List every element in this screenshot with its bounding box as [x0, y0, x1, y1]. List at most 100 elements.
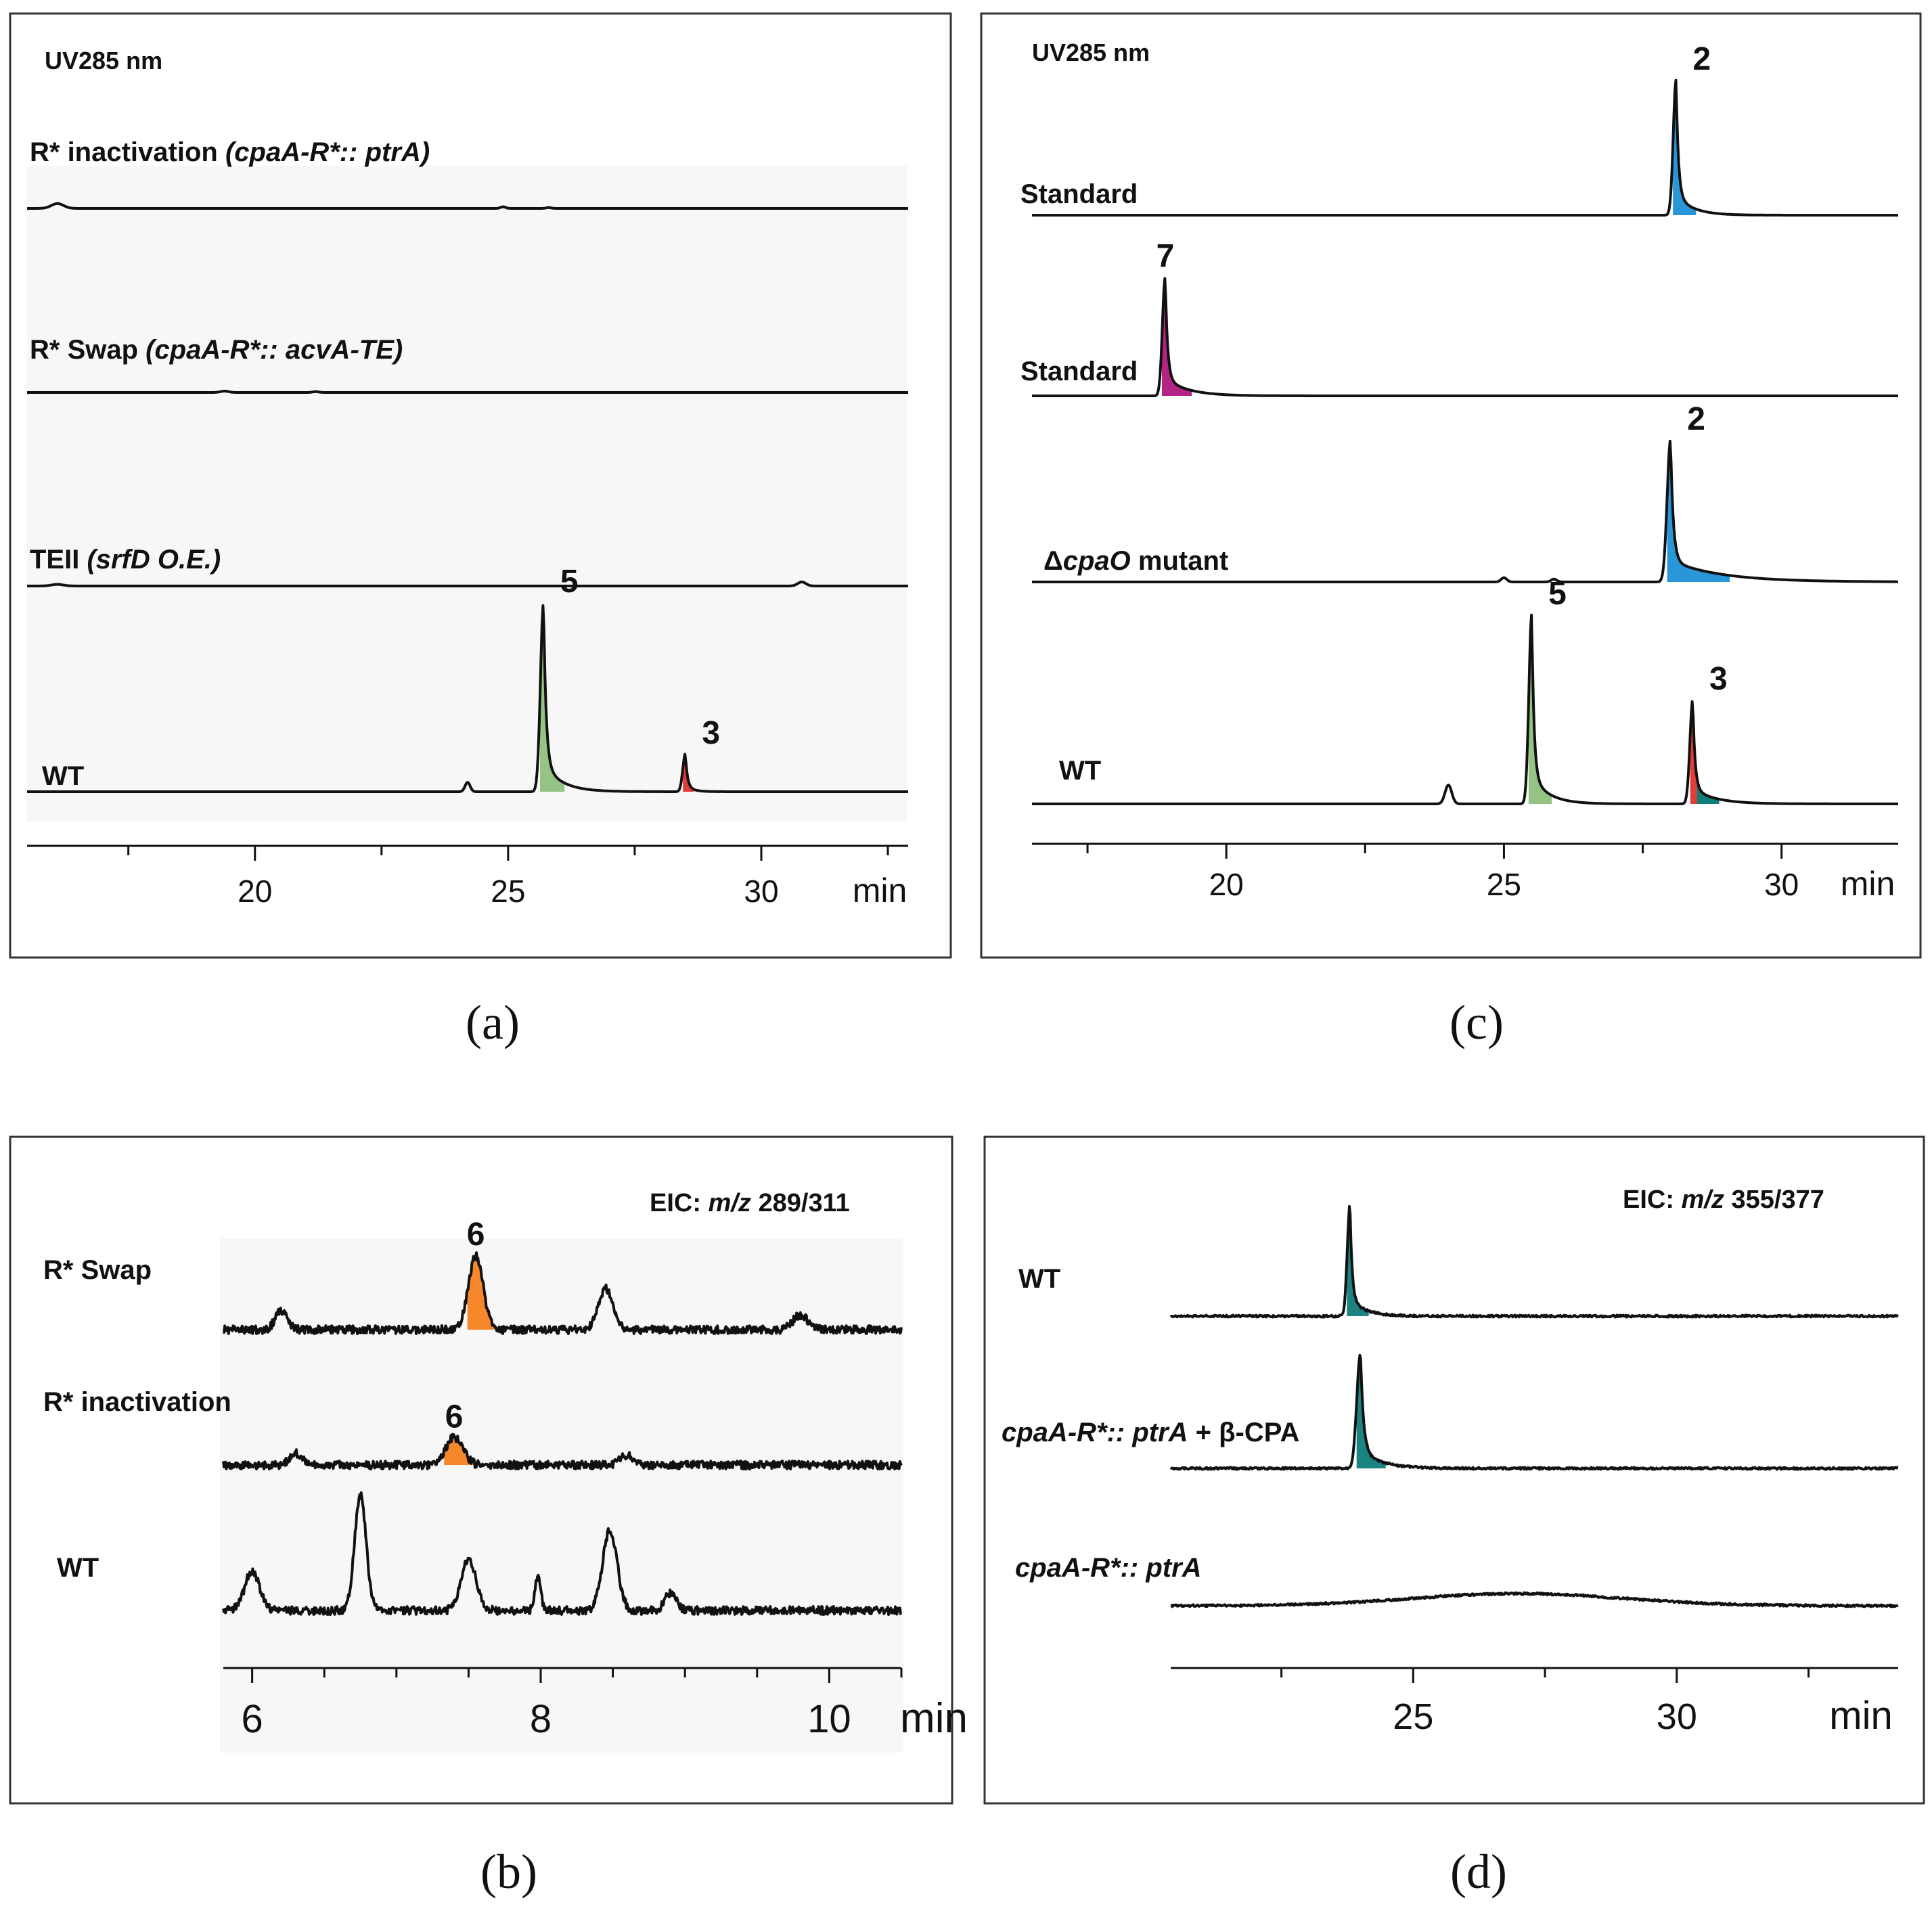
- trace-label-text: WT: [1018, 1264, 1060, 1294]
- trace-label: Standard: [1020, 357, 1138, 386]
- trace-label: Standard: [1020, 179, 1138, 209]
- panel-d-caption: (d): [1450, 1845, 1507, 1899]
- x-tick-label: 25: [491, 874, 525, 909]
- panel-b-caption: (b): [480, 1845, 537, 1899]
- panel-b-title-prefix: EIC:: [650, 1189, 709, 1217]
- trace-label-text: Standard: [1020, 357, 1138, 386]
- x-unit-label: min: [1841, 865, 1895, 903]
- trace-label-italic: (cpaA-R*:: acvA-TE): [138, 335, 403, 365]
- x-tick-label: 8: [530, 1697, 552, 1741]
- trace-label-italic: cpaA-R*:: ptrA: [1015, 1553, 1202, 1583]
- trace-label: R* inactivation (cpaA-R*:: ptrA): [30, 137, 430, 167]
- x-tick-label: 30: [1764, 867, 1799, 902]
- trace-label: R* Swap: [43, 1255, 152, 1285]
- panel-c-title: UV285 nm: [1032, 39, 1150, 66]
- trace-label: TEII (srfD O.E.): [30, 545, 221, 574]
- trace-label: WT: [42, 761, 84, 791]
- peak-number-label: 3: [1709, 661, 1728, 697]
- x-tick-label: 30: [744, 874, 778, 909]
- peak-fill-2: [1673, 80, 1697, 215]
- trace-line: [1031, 439, 1899, 583]
- peak-fill-area: [1347, 1206, 1369, 1316]
- peak-fill-2: [1667, 441, 1730, 582]
- peak-number-label: 2: [1687, 401, 1705, 437]
- x-unit-label: min: [853, 872, 907, 909]
- x-tick-label: 25: [1393, 1696, 1433, 1737]
- trace-label-text: R* inactivation: [43, 1387, 231, 1417]
- panel-c: UV285 nm 20 25 30 min 2 Standard 7 Standard 2 Δcp…: [980, 12, 1922, 1050]
- peak-number-label: 6: [445, 1399, 464, 1435]
- panel-c-plot: 20 25 30 min 2 Standard 7 Standard 2 ΔcpaO mutant…: [1020, 41, 1899, 903]
- panel-d-title-prefix: EIC:: [1623, 1186, 1682, 1214]
- x-tick-label: 10: [807, 1697, 851, 1741]
- peak-number-label: 5: [560, 564, 579, 600]
- trace-label-text: mutant: [1131, 546, 1228, 576]
- peak-fill-shoulder: [1697, 778, 1720, 804]
- trace-label: WT: [1018, 1264, 1060, 1294]
- panel-c-frame: [980, 12, 1922, 959]
- panel-a: UV285 nm 20 25 30 min R* inactivation (cpaA-…: [9, 12, 952, 1050]
- panel-a-caption: (a): [466, 995, 520, 1050]
- x-unit-label: min: [900, 1695, 968, 1742]
- panel-d-title-suffix: 355/377: [1724, 1186, 1824, 1214]
- trace-label-text: Standard: [1020, 179, 1138, 209]
- panel-b-title-suffix: 289/311: [751, 1189, 850, 1217]
- trace-label-prefix: Δ: [1043, 546, 1063, 576]
- trace-label-text: R* inactivation: [30, 137, 218, 167]
- trace-label: cpaA-R*:: ptrA: [1015, 1553, 1202, 1583]
- trace-label-text: TEII: [30, 545, 79, 574]
- peak-fill-5: [1528, 614, 1552, 804]
- x-tick-label: 20: [1209, 867, 1244, 902]
- trace-line: [1170, 1591, 1899, 1608]
- trace-label-italic: (srfD O.E.): [79, 545, 221, 574]
- panel-d-frame: [983, 1135, 1925, 1805]
- trace-label: cpaA-R*:: ptrA + β-CPA: [1002, 1418, 1299, 1447]
- peak-fill-5: [540, 605, 565, 792]
- x-tick-label: 25: [1487, 867, 1521, 902]
- trace-label: ΔcpaO mutant: [1043, 546, 1228, 576]
- trace-label-text: + β-CPA: [1188, 1418, 1300, 1447]
- trace-line: [26, 202, 909, 210]
- trace-label-text: WT: [57, 1553, 99, 1583]
- trace-line: [26, 390, 909, 394]
- trace-line: [222, 1491, 902, 1616]
- panel-d-title: EIC: m/z 355/377: [1623, 1186, 1824, 1214]
- panel-b-plot: 6 8 10 min 6 R* Swap 6 R* inactivation WT: [43, 1217, 968, 1742]
- trace-label-italic: (cpaA-R*:: ptrA): [218, 137, 430, 167]
- trace-label-italic: cpaA-R*:: ptrA: [1002, 1418, 1188, 1447]
- peak-number-label: 6: [467, 1217, 485, 1253]
- trace-label-text: R* Swap: [30, 335, 138, 365]
- x-tick-label: 6: [242, 1697, 263, 1741]
- trace-line: [26, 581, 909, 587]
- x-unit-label: min: [1829, 1694, 1892, 1738]
- peak-fill-3: [1690, 701, 1720, 804]
- panel-a-plot: 20 25 30 min R* inactivation (cpaA-R*:: ptrA…: [26, 137, 909, 909]
- panel-d-title-italic: m/z: [1682, 1186, 1724, 1214]
- trace-label: R* Swap (cpaA-R*:: acvA-TE): [30, 335, 403, 365]
- trace-label: WT: [57, 1553, 99, 1583]
- panel-b-title-italic: m/z: [709, 1189, 751, 1217]
- x-tick-label: 20: [238, 874, 272, 909]
- panel-a-plot-bg: [27, 166, 907, 822]
- trace-line: [26, 604, 909, 793]
- trace-line: [223, 1251, 903, 1335]
- trace-line: [222, 1433, 903, 1470]
- trace-label-text: R* Swap: [43, 1255, 152, 1285]
- trace-label-italic: cpaO: [1063, 546, 1131, 576]
- trace-label: R* inactivation: [43, 1387, 231, 1417]
- peak-number-label: 7: [1156, 238, 1175, 274]
- peak-number-label: 5: [1548, 576, 1567, 612]
- trace-label: WT: [1059, 756, 1101, 786]
- peak-number-label: 3: [702, 715, 720, 751]
- panel-c-caption: (c): [1450, 995, 1504, 1050]
- trace-line: [1031, 277, 1899, 397]
- panel-a-title: UV285 nm: [45, 47, 162, 74]
- trace-line: [1031, 613, 1899, 805]
- panel-b: EIC: m/z 289/311 6 8 10 min 6 R* Swap 6 R* inac…: [9, 1135, 968, 1899]
- trace-line: [1169, 1204, 1900, 1319]
- panel-b-title: EIC: m/z 289/311: [650, 1189, 850, 1217]
- trace-label-text: WT: [1059, 756, 1101, 786]
